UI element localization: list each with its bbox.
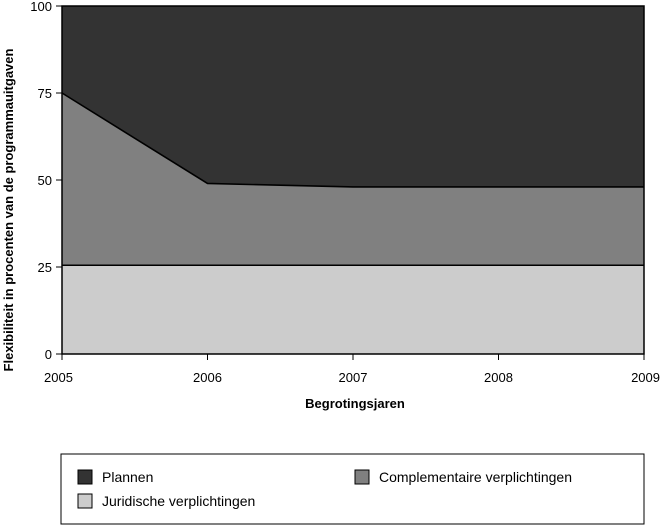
x-axis: 2005 2006 2007 2008 2009	[44, 354, 660, 385]
x-axis-title: Begrotingsjaren	[305, 396, 405, 411]
boundary-lines	[61, 92, 644, 267]
boundary-line-2	[61, 92, 644, 188]
y-tick-label: 75	[38, 86, 52, 101]
y-tick-label: 100	[30, 0, 52, 14]
area-plannen	[62, 6, 644, 187]
x-tick-label: 2005	[44, 370, 73, 385]
legend-swatch-plannen	[77, 469, 93, 485]
legend-label-complementaire-verplichtingen: Complementaire verplichtingen	[379, 469, 572, 485]
x-tick-label: 2007	[339, 370, 368, 385]
y-tick-label: 0	[45, 347, 52, 362]
area-layer	[62, 6, 644, 354]
y-tick-label: 50	[38, 173, 52, 188]
legend-swatch-complementaire-verplichtingen	[354, 469, 370, 485]
y-axis-title: Flexibiliteit in procenten van de progra…	[1, 48, 16, 371]
legend-label-juridische-verplichtingen: Juridische verplichtingen	[102, 493, 255, 509]
legend-swatch-juridische-verplichtingen	[77, 493, 93, 509]
x-tick-label: 2006	[193, 370, 222, 385]
legend-box	[60, 453, 645, 525]
y-axis: 0 25 50 75 100	[30, 0, 62, 362]
legend: Plannen Complementaire verplichtingen Juri…	[60, 453, 645, 525]
x-tick-label: 2008	[484, 370, 513, 385]
area-juridische-verplichtingen	[62, 265, 644, 354]
area-complementaire-verplichtingen	[62, 93, 644, 266]
x-tick-label: 2009	[631, 370, 660, 385]
y-tick-label: 25	[38, 260, 52, 275]
legend-label-plannen: Plannen	[102, 469, 153, 485]
